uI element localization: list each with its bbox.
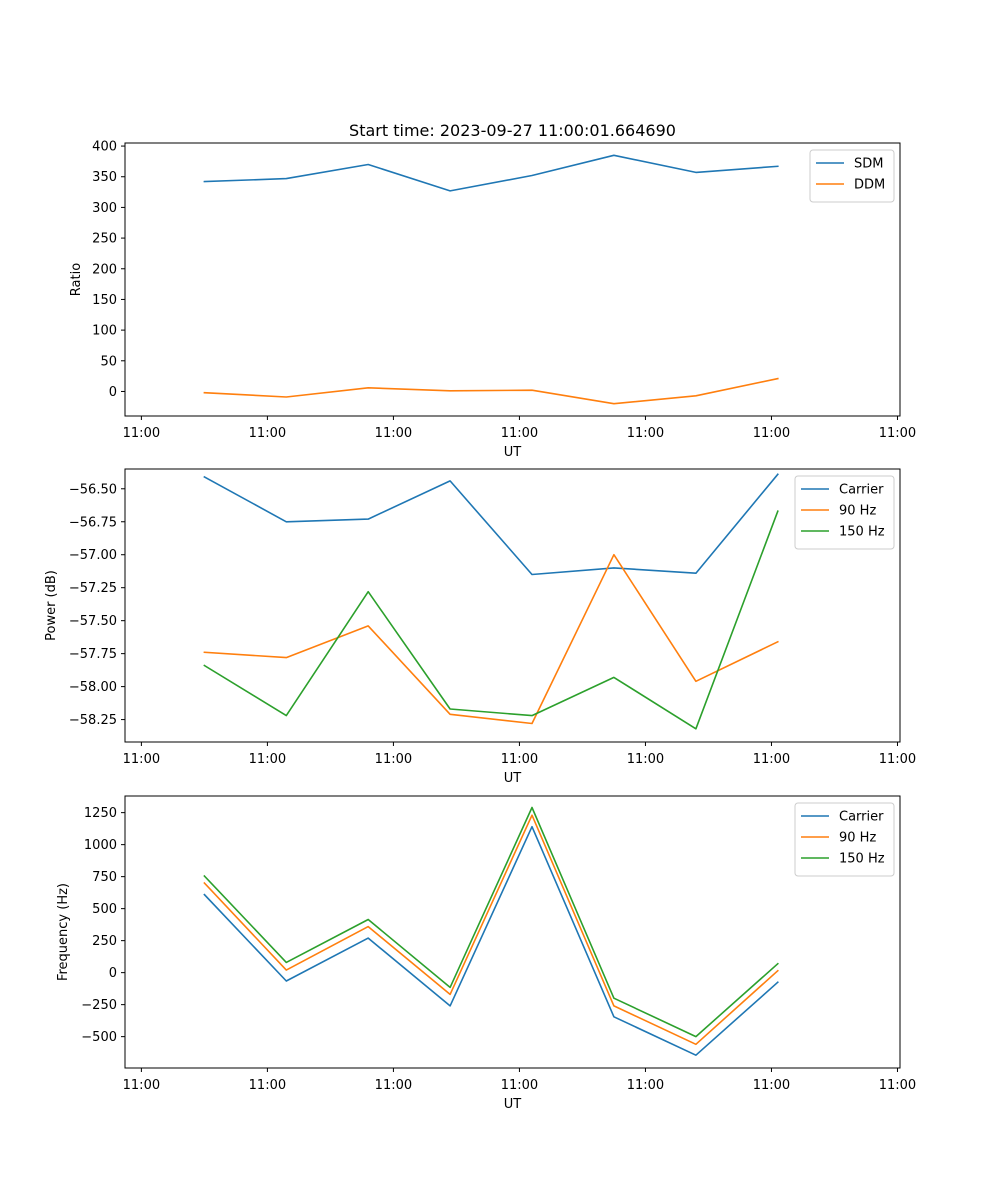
y-tick-label: −500 [81,1030,117,1045]
y-tick-label: 500 [92,902,117,917]
x-tick-label: 11:00 [627,752,664,767]
legend: Carrier 90 Hz 150 Hz [794,802,895,877]
x-tick-label: 11:00 [375,752,412,767]
x-tick-label: 11:00 [249,1078,286,1093]
y-tick-label: 1000 [84,838,117,853]
y-axis-label: Frequency (Hz) [56,883,71,981]
x-axis-label: UT [504,445,522,460]
x-tick-label: 11:00 [123,426,160,441]
y-tick-label: −57.50 [69,614,117,629]
x-tick-label: 11:00 [501,1078,538,1093]
y-tick-label: 300 [92,201,117,216]
x-tick-label: 11:00 [501,752,538,767]
plot-area [124,795,901,1069]
y-axis-label: Ratio [69,263,84,296]
y-tick-label: 250 [92,232,117,247]
y-tick-label: 150 [92,293,117,308]
y-axis-label: Power (dB) [44,570,59,641]
x-tick-label: 11:00 [879,752,916,767]
chart-title: Start time: 2023-09-27 11:00:01.664690 [349,121,676,140]
legend-label: DDM [854,178,885,193]
plot-area [124,468,901,743]
x-tick-label: 11:00 [753,752,790,767]
y-tick-label: 0 [109,966,117,981]
y-tick-label: 400 [92,140,117,155]
y-tick-label: −56.50 [69,482,117,497]
legend-label: Carrier [839,810,884,825]
x-tick-label: 11:00 [375,426,412,441]
subplot-2: 11:0011:0011:0011:0011:0011:0011:0011:01… [44,468,916,786]
y-tick-label: −58.25 [69,713,117,728]
y-tick-label: −57.25 [69,581,117,596]
legend: SDM DDM [809,149,895,203]
y-tick-label: −56.75 [69,515,117,530]
x-tick-label: 11:00 [627,426,664,441]
y-tick-label: 750 [92,870,117,885]
x-axis-label: UT [504,771,522,786]
legend-label: 90 Hz [839,504,876,519]
x-tick-label: 11:00 [249,752,286,767]
x-tick-label: 11:00 [375,1078,412,1093]
x-tick-label: 11:00 [753,426,790,441]
x-tick-label: 11:00 [627,1078,664,1093]
y-tick-label: 0 [109,385,117,400]
legend: Carrier 90 Hz 150 Hz [794,475,895,550]
subplot-1: Start time: 2023-09-27 11:00:01.664690 11… [69,121,916,460]
x-tick-label: 11:00 [249,426,286,441]
legend-label: 150 Hz [839,525,885,540]
y-tick-label: 50 [100,354,117,369]
x-tick-label: 11:00 [879,426,916,441]
y-tick-label: 350 [92,170,117,185]
series-line-150-hz [203,806,779,1038]
series-line-90-hz [203,814,779,1046]
series-line-150-hz [203,510,779,730]
legend-label: Carrier [839,483,884,498]
series-line-sdm [203,154,779,192]
y-tick-label: −58.00 [69,680,117,695]
y-tick-label: −250 [81,998,117,1013]
y-tick-label: 250 [92,934,117,949]
y-tick-label: 1250 [84,806,117,821]
legend-label: SDM [854,157,883,172]
x-tick-label: 11:00 [123,752,160,767]
legend-label: 90 Hz [839,831,876,846]
series-line-carrier [203,825,779,1056]
x-tick-label: 11:00 [501,426,538,441]
y-tick-label: −57.75 [69,647,117,662]
legend-label: 150 Hz [839,852,885,867]
series-line-ddm [203,377,779,405]
x-tick-label: 11:00 [753,1078,790,1093]
plot-area [124,142,901,417]
series-line-carrier [203,473,779,576]
y-tick-label: −57.00 [69,548,117,563]
x-tick-label: 11:00 [123,1078,160,1093]
subplot-3: 11:0011:0011:0011:0011:0011:0011:0011:01… [56,795,916,1112]
y-tick-label: 200 [92,262,117,277]
y-tick-label: 100 [92,324,117,339]
series-line-90-hz [203,553,779,725]
x-tick-label: 11:00 [879,1078,916,1093]
x-axis-label: UT [504,1097,522,1112]
